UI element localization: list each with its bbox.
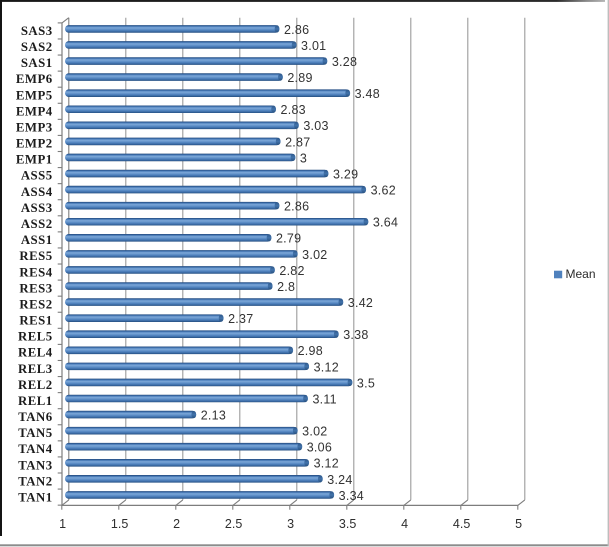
svg-text:2.89: 2.89 [287, 71, 312, 85]
svg-text:2.79: 2.79 [276, 232, 301, 246]
svg-text:2.8: 2.8 [277, 280, 295, 294]
svg-text:3.12: 3.12 [314, 457, 339, 471]
svg-text:2.83: 2.83 [281, 103, 306, 117]
svg-text:TAN2: TAN2 [18, 474, 52, 488]
svg-text:3.03: 3.03 [303, 119, 328, 133]
svg-text:3.29: 3.29 [333, 167, 358, 181]
svg-text:EMP6: EMP6 [16, 72, 53, 86]
svg-text:RES1: RES1 [19, 314, 52, 328]
svg-text:EMP4: EMP4 [16, 104, 53, 118]
svg-text:2.82: 2.82 [279, 264, 304, 278]
svg-text:REL1: REL1 [18, 394, 53, 408]
svg-text:REL5: REL5 [18, 330, 53, 344]
svg-text:ASS1: ASS1 [21, 233, 53, 247]
svg-text:3.01: 3.01 [301, 39, 326, 53]
svg-text:RES2: RES2 [19, 297, 52, 311]
svg-text:SAS1: SAS1 [21, 56, 53, 70]
svg-text:4.5: 4.5 [453, 517, 470, 531]
svg-text:RES5: RES5 [19, 249, 52, 263]
svg-text:2.87: 2.87 [285, 135, 310, 149]
svg-text:3: 3 [300, 151, 307, 165]
svg-text:2.98: 2.98 [298, 344, 323, 358]
svg-text:2: 2 [173, 517, 180, 531]
svg-text:ASS2: ASS2 [21, 217, 53, 231]
svg-text:2.37: 2.37 [228, 312, 253, 326]
svg-text:3.5: 3.5 [357, 376, 375, 390]
svg-text:4: 4 [401, 517, 408, 531]
svg-text:Mean: Mean [566, 267, 596, 281]
svg-text:EMP1: EMP1 [16, 153, 53, 167]
svg-text:TAN3: TAN3 [18, 458, 52, 472]
svg-text:EMP2: EMP2 [16, 137, 53, 151]
svg-text:EMP5: EMP5 [16, 88, 53, 102]
svg-text:1.5: 1.5 [111, 517, 128, 531]
svg-text:2.86: 2.86 [284, 23, 309, 37]
svg-text:3.62: 3.62 [371, 184, 396, 198]
svg-text:2.13: 2.13 [201, 408, 226, 422]
svg-text:2.86: 2.86 [284, 200, 309, 214]
svg-text:SAS3: SAS3 [21, 24, 53, 38]
svg-text:3: 3 [287, 517, 294, 531]
svg-text:EMP3: EMP3 [16, 120, 53, 134]
svg-text:TAN4: TAN4 [18, 442, 53, 456]
svg-text:TAN5: TAN5 [18, 426, 52, 440]
svg-text:ASS3: ASS3 [21, 201, 53, 215]
svg-text:2.5: 2.5 [225, 517, 242, 531]
svg-text:3.38: 3.38 [343, 328, 368, 342]
svg-text:SAS2: SAS2 [21, 40, 53, 54]
svg-text:3.24: 3.24 [327, 473, 352, 487]
svg-text:ASS5: ASS5 [21, 169, 53, 183]
svg-text:3.48: 3.48 [355, 87, 380, 101]
svg-text:3.28: 3.28 [332, 55, 357, 69]
svg-text:5: 5 [515, 517, 522, 531]
svg-text:3.34: 3.34 [339, 489, 364, 503]
svg-text:TAN6: TAN6 [18, 410, 53, 424]
svg-text:REL3: REL3 [18, 362, 53, 376]
svg-text:3.02: 3.02 [302, 425, 327, 439]
svg-text:3.64: 3.64 [373, 216, 398, 230]
svg-text:RES3: RES3 [19, 281, 52, 295]
svg-text:REL2: REL2 [18, 378, 53, 392]
svg-text:TAN1: TAN1 [18, 491, 52, 505]
svg-text:3.42: 3.42 [348, 296, 373, 310]
svg-text:RES4: RES4 [19, 265, 52, 279]
svg-text:1: 1 [59, 517, 66, 531]
svg-text:3.02: 3.02 [302, 248, 327, 262]
svg-text:3.11: 3.11 [312, 392, 336, 406]
svg-text:3.5: 3.5 [339, 517, 356, 531]
svg-text:REL4: REL4 [18, 346, 53, 360]
svg-text:3.06: 3.06 [307, 441, 332, 455]
svg-text:3.12: 3.12 [314, 360, 339, 374]
svg-text:ASS4: ASS4 [21, 185, 53, 199]
